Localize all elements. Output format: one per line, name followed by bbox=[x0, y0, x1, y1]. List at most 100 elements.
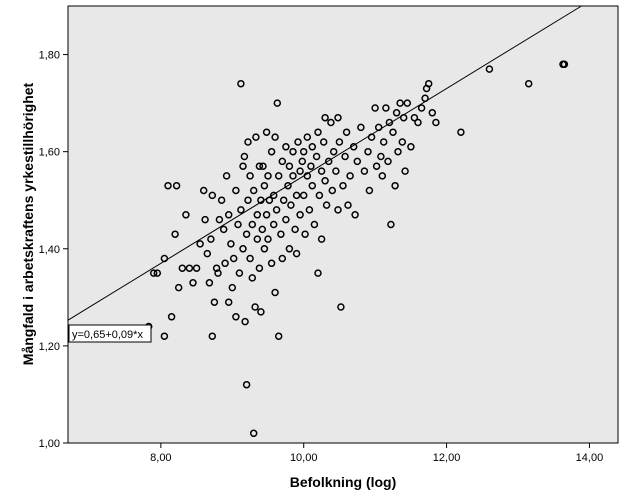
fit-equation-frame bbox=[68, 324, 152, 343]
data-point bbox=[282, 143, 290, 151]
data-point bbox=[432, 118, 440, 127]
axis-ticks: 8,00 10,00 12,00 14,00 1,00 1,20 1,40 1,60 1,80 bbox=[39, 50, 604, 464]
data-point bbox=[253, 235, 262, 243]
data-point bbox=[253, 211, 262, 219]
data-point bbox=[279, 196, 288, 204]
data-point bbox=[219, 225, 228, 234]
data-point bbox=[264, 235, 272, 243]
y-axis-title: Mångfald i arbetskraftens yrkestillhörig… bbox=[20, 82, 36, 365]
data-point bbox=[357, 123, 365, 132]
data-point bbox=[296, 167, 304, 175]
data-point bbox=[196, 240, 204, 248]
data-point bbox=[385, 118, 394, 127]
data-point bbox=[319, 138, 328, 146]
data-point bbox=[305, 206, 314, 214]
data-point bbox=[252, 133, 260, 141]
data-point bbox=[353, 157, 362, 166]
data-point bbox=[457, 128, 465, 136]
data-point bbox=[192, 264, 201, 272]
data-point bbox=[248, 274, 257, 282]
data-point bbox=[249, 186, 258, 195]
data-point bbox=[282, 215, 290, 224]
fit-equation-box: y=0,65+0,09*x bbox=[68, 324, 152, 343]
data-point bbox=[229, 254, 238, 263]
data-point bbox=[417, 104, 426, 112]
data-point bbox=[153, 269, 162, 277]
data-point bbox=[244, 196, 252, 204]
data-point bbox=[559, 60, 567, 69]
data-point bbox=[291, 225, 299, 234]
data-point bbox=[149, 269, 158, 277]
data-point bbox=[208, 191, 217, 200]
data-point bbox=[205, 279, 214, 287]
data-point bbox=[235, 269, 244, 277]
data-point bbox=[274, 172, 283, 180]
data-point bbox=[339, 181, 347, 190]
data-point bbox=[389, 128, 397, 136]
data-point bbox=[259, 162, 267, 170]
data-point bbox=[394, 147, 402, 156]
data-point bbox=[392, 109, 401, 117]
data-point bbox=[317, 167, 326, 175]
data-point bbox=[255, 264, 264, 272]
data-point bbox=[267, 147, 276, 156]
data-point bbox=[312, 152, 321, 161]
data-point bbox=[344, 201, 352, 209]
data-point bbox=[308, 143, 317, 151]
data-point bbox=[401, 167, 409, 175]
data-point bbox=[308, 181, 317, 190]
data-point bbox=[222, 172, 231, 180]
data-point bbox=[246, 254, 254, 263]
data-point bbox=[382, 104, 390, 112]
data-point bbox=[315, 191, 324, 200]
data-points bbox=[144, 60, 569, 438]
data-point bbox=[301, 230, 309, 238]
data-point bbox=[239, 245, 247, 253]
data-point bbox=[241, 317, 249, 326]
data-point bbox=[321, 113, 329, 122]
y-tick-label: 1,60 bbox=[39, 147, 60, 159]
data-point bbox=[407, 143, 415, 151]
data-point bbox=[232, 186, 240, 195]
data-point bbox=[298, 157, 307, 166]
data-point bbox=[403, 99, 412, 107]
data-point bbox=[364, 147, 372, 156]
data-point bbox=[234, 220, 242, 229]
data-point bbox=[210, 298, 219, 306]
data-point bbox=[182, 211, 190, 219]
data-point bbox=[228, 283, 237, 292]
data-point bbox=[285, 245, 294, 253]
data-point bbox=[296, 211, 304, 219]
data-point bbox=[224, 211, 233, 219]
data-point bbox=[396, 99, 404, 107]
data-point bbox=[310, 220, 319, 229]
data-point bbox=[327, 118, 335, 127]
data-point bbox=[294, 138, 302, 146]
data-point bbox=[272, 206, 281, 214]
data-point bbox=[372, 162, 381, 170]
data-point bbox=[221, 259, 229, 268]
data-point bbox=[292, 249, 301, 258]
data-point bbox=[212, 264, 221, 272]
data-point bbox=[172, 181, 181, 190]
data-point bbox=[262, 128, 271, 136]
data-point bbox=[167, 313, 176, 321]
data-point bbox=[278, 157, 287, 166]
y-tick-label: 1,20 bbox=[39, 341, 60, 353]
fit-line bbox=[67, 5, 582, 321]
data-point bbox=[174, 283, 183, 292]
data-point bbox=[246, 172, 254, 180]
data-point bbox=[524, 79, 533, 88]
data-point bbox=[329, 147, 338, 156]
data-point bbox=[414, 118, 422, 127]
data-point bbox=[199, 186, 208, 195]
data-point bbox=[410, 113, 419, 122]
x-tick-label: 8,00 bbox=[150, 452, 171, 464]
data-point bbox=[273, 99, 282, 107]
data-point bbox=[387, 220, 395, 229]
data-point bbox=[257, 308, 265, 316]
data-point bbox=[287, 201, 295, 209]
fit-equation-label: y=0,65+0,09*x bbox=[72, 329, 143, 341]
y-tick-label: 1,40 bbox=[39, 244, 60, 256]
data-point bbox=[207, 235, 215, 243]
